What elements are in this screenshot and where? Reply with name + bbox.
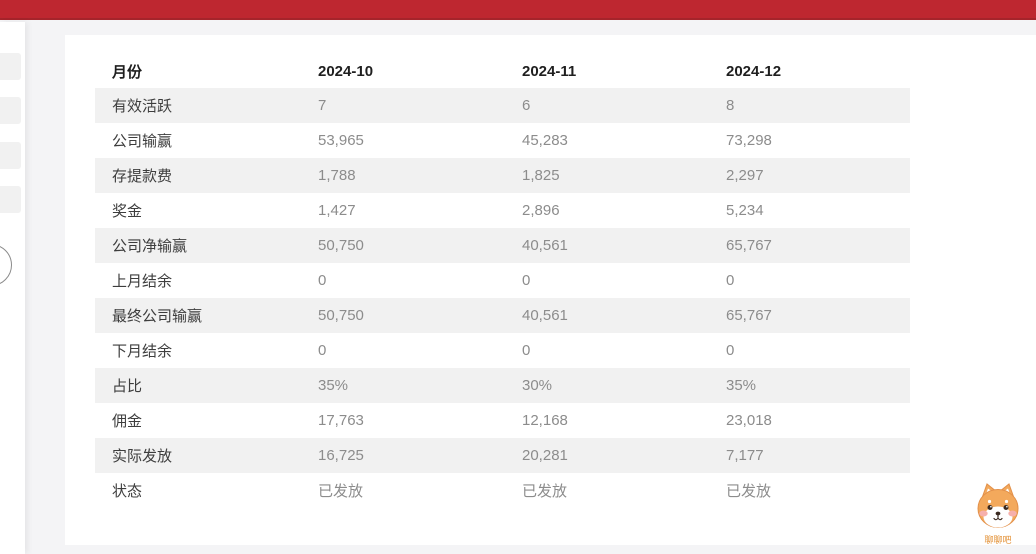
row-label: 占比	[112, 378, 143, 395]
table-row: 状态 已发放 已发放 已发放	[95, 473, 910, 508]
report-card: 月份 2024-10 2024-11 2024-12 有效活跃 7 6 8 公司输赢 53…	[65, 35, 1036, 545]
top-red-bar	[0, 0, 1036, 20]
row-value: 35%	[726, 377, 757, 394]
column-header-2024-12: 2024-12	[726, 63, 782, 80]
row-value: 50,750	[318, 307, 364, 324]
row-value: 40,561	[522, 237, 568, 254]
shiba-dog-icon	[977, 483, 1019, 528]
table-row: 公司净输赢 50,750 40,561 65,767	[95, 228, 910, 263]
column-header-month: 月份	[112, 64, 143, 81]
row-value: 0	[522, 272, 531, 289]
row-value: 17,763	[318, 412, 364, 429]
sidebar-item-placeholder[interactable]	[0, 186, 21, 213]
table-row: 上月结余 0 0 0	[95, 263, 910, 298]
sidebar-item-placeholder[interactable]	[0, 142, 21, 169]
sidebar-item-placeholder[interactable]	[0, 53, 21, 80]
row-value: 23,018	[726, 412, 772, 429]
row-value: 7,177	[726, 447, 764, 464]
table-body: 有效活跃 7 6 8 公司输赢 53,965 45,283 73,298 存提款费 1,788 1,…	[95, 88, 910, 508]
row-label: 存提款费	[112, 168, 173, 185]
row-value: 0	[318, 342, 327, 359]
row-label: 实际发放	[112, 448, 173, 465]
mascot-label: 聊聊吧	[984, 535, 1012, 545]
column-header-2024-11: 2024-11	[522, 63, 577, 80]
table-row: 存提款费 1,788 1,825 2,297	[95, 158, 910, 193]
row-value: 40,561	[522, 307, 568, 324]
row-value: 16,725	[318, 447, 364, 464]
row-label: 有效活跃	[112, 98, 173, 115]
row-value: 7	[318, 97, 327, 114]
column-header-2024-10: 2024-10	[318, 63, 374, 80]
table-row: 占比 35% 30% 35%	[95, 368, 910, 403]
row-value: 8	[726, 97, 735, 114]
table-row: 有效活跃 7 6 8	[95, 88, 910, 123]
row-value: 35%	[318, 377, 349, 394]
row-value: 已发放	[318, 483, 364, 500]
row-value: 65,767	[726, 307, 772, 324]
chat-mascot-widget[interactable]: 聊聊吧	[974, 481, 1022, 545]
row-value: 45,283	[522, 132, 568, 149]
row-value: 1,788	[318, 167, 356, 184]
table-header-row: 月份 2024-10 2024-11 2024-12	[95, 55, 910, 88]
row-label: 上月结余	[112, 273, 173, 290]
row-value: 1,427	[318, 202, 356, 219]
sidebar-collapsed	[0, 22, 25, 554]
row-label: 佣金	[112, 413, 143, 430]
table-row: 公司输赢 53,965 45,283 73,298	[95, 123, 910, 158]
sidebar-item-placeholder[interactable]	[0, 97, 21, 124]
row-label: 状态	[112, 483, 143, 500]
row-value: 已发放	[522, 483, 568, 500]
row-label: 奖金	[112, 203, 143, 220]
row-label: 公司净输赢	[112, 238, 188, 255]
row-value: 6	[522, 97, 531, 114]
row-value: 2,297	[726, 167, 764, 184]
row-value: 2,896	[522, 202, 560, 219]
row-value: 0	[318, 272, 327, 289]
monthly-report-table: 月份 2024-10 2024-11 2024-12 有效活跃 7 6 8 公司输赢 53…	[95, 55, 910, 508]
row-label: 公司输赢	[112, 133, 173, 150]
table-row: 下月结余 0 0 0	[95, 333, 910, 368]
row-value: 1,825	[522, 167, 560, 184]
table-row: 佣金 17,763 12,168 23,018	[95, 403, 910, 438]
row-value: 0	[522, 342, 531, 359]
table-row: 最终公司输赢 50,750 40,561 65,767	[95, 298, 910, 333]
table-row: 实际发放 16,725 20,281 7,177	[95, 438, 910, 473]
row-value: 已发放	[726, 483, 772, 500]
row-value: 30%	[522, 377, 553, 394]
row-value: 12,168	[522, 412, 568, 429]
row-value: 53,965	[318, 132, 364, 149]
row-label: 下月结余	[112, 343, 173, 360]
row-value: 50,750	[318, 237, 364, 254]
table-row: 奖金 1,427 2,896 5,234	[95, 193, 910, 228]
row-value: 20,281	[522, 447, 568, 464]
row-value: 5,234	[726, 202, 764, 219]
row-label: 最终公司输赢	[112, 308, 203, 325]
row-value: 73,298	[726, 132, 772, 149]
sidebar-toggle-button[interactable]	[0, 244, 12, 286]
row-value: 65,767	[726, 237, 772, 254]
row-value: 0	[726, 342, 735, 359]
row-value: 0	[726, 272, 735, 289]
